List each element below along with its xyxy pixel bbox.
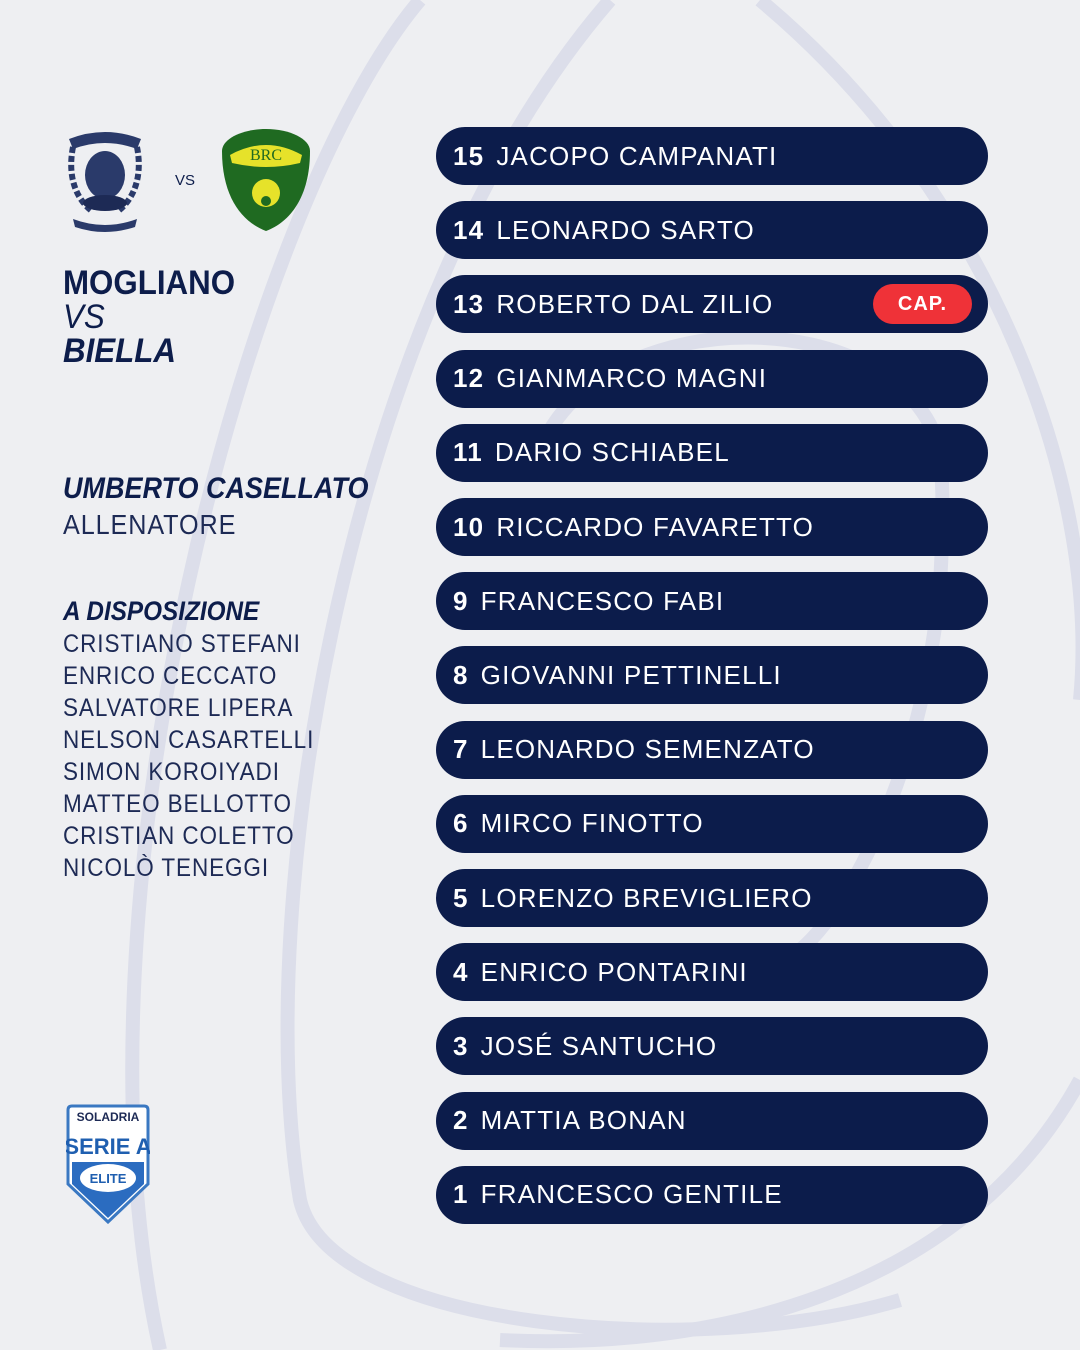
bench-player: CRISTIANO STEFANI	[63, 630, 301, 658]
lineup-row: 11 DARIO SCHIABEL	[436, 423, 988, 482]
player-number: 6	[453, 808, 469, 839]
bench-player: ENRICO CECCATO	[63, 662, 278, 690]
player-name: LEONARDO SARTO	[496, 214, 755, 245]
match-title: MOGLIANO VS BIELLA	[63, 266, 235, 368]
captain-badge: CAP.	[873, 284, 972, 325]
coach-block: UMBERTO CASELLATO ALLENATORE	[63, 472, 369, 544]
lineup-row: 8 GIOVANNI PETTINELLI	[436, 646, 988, 705]
svg-text:ELITE: ELITE	[90, 1171, 127, 1186]
bench-player: SALVATORE LIPERA	[63, 694, 294, 722]
coach-name: UMBERTO CASELLATO	[63, 472, 369, 505]
player-number: 2	[453, 1105, 469, 1136]
lineup-row: 12 GIANMARCO MAGNI	[436, 349, 988, 408]
coach-role: ALLENATORE	[63, 509, 237, 540]
mogliano-logo	[68, 132, 142, 232]
away-team: BIELLA	[63, 332, 176, 370]
lineup-row: 1 FRANCESCO GENTILE	[436, 1165, 988, 1224]
player-number: 1	[453, 1179, 469, 1210]
lineup-row: 2 MATTIA BONAN	[436, 1091, 988, 1150]
bench-player: SIMON KOROIYADI	[63, 758, 280, 786]
player-name: ENRICO PONTARINI	[480, 956, 748, 987]
player-number: 5	[453, 882, 469, 913]
lineup-row: 14 LEONARDO SARTO	[436, 201, 988, 260]
player-name: ROBERTO DAL ZILIO	[496, 288, 774, 319]
bench-heading: A DISPOSIZIONE	[63, 596, 260, 626]
player-number: 14	[453, 214, 485, 245]
home-team: MOGLIANO	[63, 264, 236, 302]
lineup-row: 15 JACOPO CAMPANATI	[436, 127, 988, 185]
lineup-row: 10 RICCARDO FAVARETTO	[436, 498, 988, 556]
player-name: JOSÉ SANTUCHO	[480, 1030, 718, 1061]
svg-text:SERIE A: SERIE A	[66, 1134, 150, 1159]
player-name: FRANCESCO FABI	[480, 585, 725, 616]
player-name: LORENZO BREVIGLIERO	[480, 882, 813, 913]
player-number: 4	[453, 956, 469, 987]
player-name: LEONARDO SEMENZATO	[480, 734, 815, 765]
vs-label: VS	[63, 298, 105, 336]
bench-player: NELSON CASARTELLI	[63, 726, 315, 754]
player-name: GIANMARCO MAGNI	[496, 363, 768, 394]
bench-block: A DISPOSIZIONE CRISTIANO STEFANI ENRICO C…	[63, 594, 314, 884]
player-name: FRANCESCO GENTILE	[480, 1179, 783, 1210]
player-number: 12	[453, 363, 485, 394]
bench-player: NICOLÒ TENEGGI	[63, 854, 269, 882]
svg-text:SOLADRIA: SOLADRIA	[77, 1110, 140, 1124]
lineup-row: 4 ENRICO PONTARINI	[436, 943, 988, 1002]
player-number: 3	[453, 1030, 469, 1061]
player-number: 9	[453, 585, 469, 616]
player-number: 7	[453, 734, 469, 765]
biella-logo: BRC	[222, 129, 310, 231]
lineup-row: 9 FRANCESCO FABI	[436, 572, 988, 631]
player-name: JACOPO CAMPANATI	[496, 140, 778, 171]
lineup-row: 3 JOSÉ SANTUCHO	[436, 1017, 988, 1076]
player-number: 8	[453, 659, 469, 690]
lineup-row: 6 MIRCO FINOTTO	[436, 794, 988, 853]
player-name: GIOVANNI PETTINELLI	[480, 659, 782, 690]
serie-a-elite-logo: SOLADRIA SERIE A ELITE	[66, 1104, 150, 1224]
lineup-row: 7 LEONARDO SEMENZATO	[436, 720, 988, 779]
bench-player: CRISTIAN COLETTO	[63, 822, 295, 850]
player-name: MIRCO FINOTTO	[480, 808, 704, 839]
player-name: RICCARDO FAVARETTO	[496, 511, 815, 542]
logo-vs-label: VS	[175, 172, 196, 189]
player-name: DARIO SCHIABEL	[494, 437, 730, 468]
player-number: 15	[453, 140, 485, 171]
bench-player: MATTEO BELLOTTO	[63, 790, 292, 818]
svg-text:BRC: BRC	[250, 147, 282, 164]
player-name: MATTIA BONAN	[480, 1105, 687, 1136]
lineup-row: 5 LORENZO BREVIGLIERO	[436, 869, 988, 927]
lineup-row: 13 ROBERTO DAL ZILIO CAP.	[436, 275, 988, 334]
player-number: 11	[453, 437, 483, 468]
player-number: 13	[453, 288, 485, 319]
player-number: 10	[453, 511, 485, 542]
